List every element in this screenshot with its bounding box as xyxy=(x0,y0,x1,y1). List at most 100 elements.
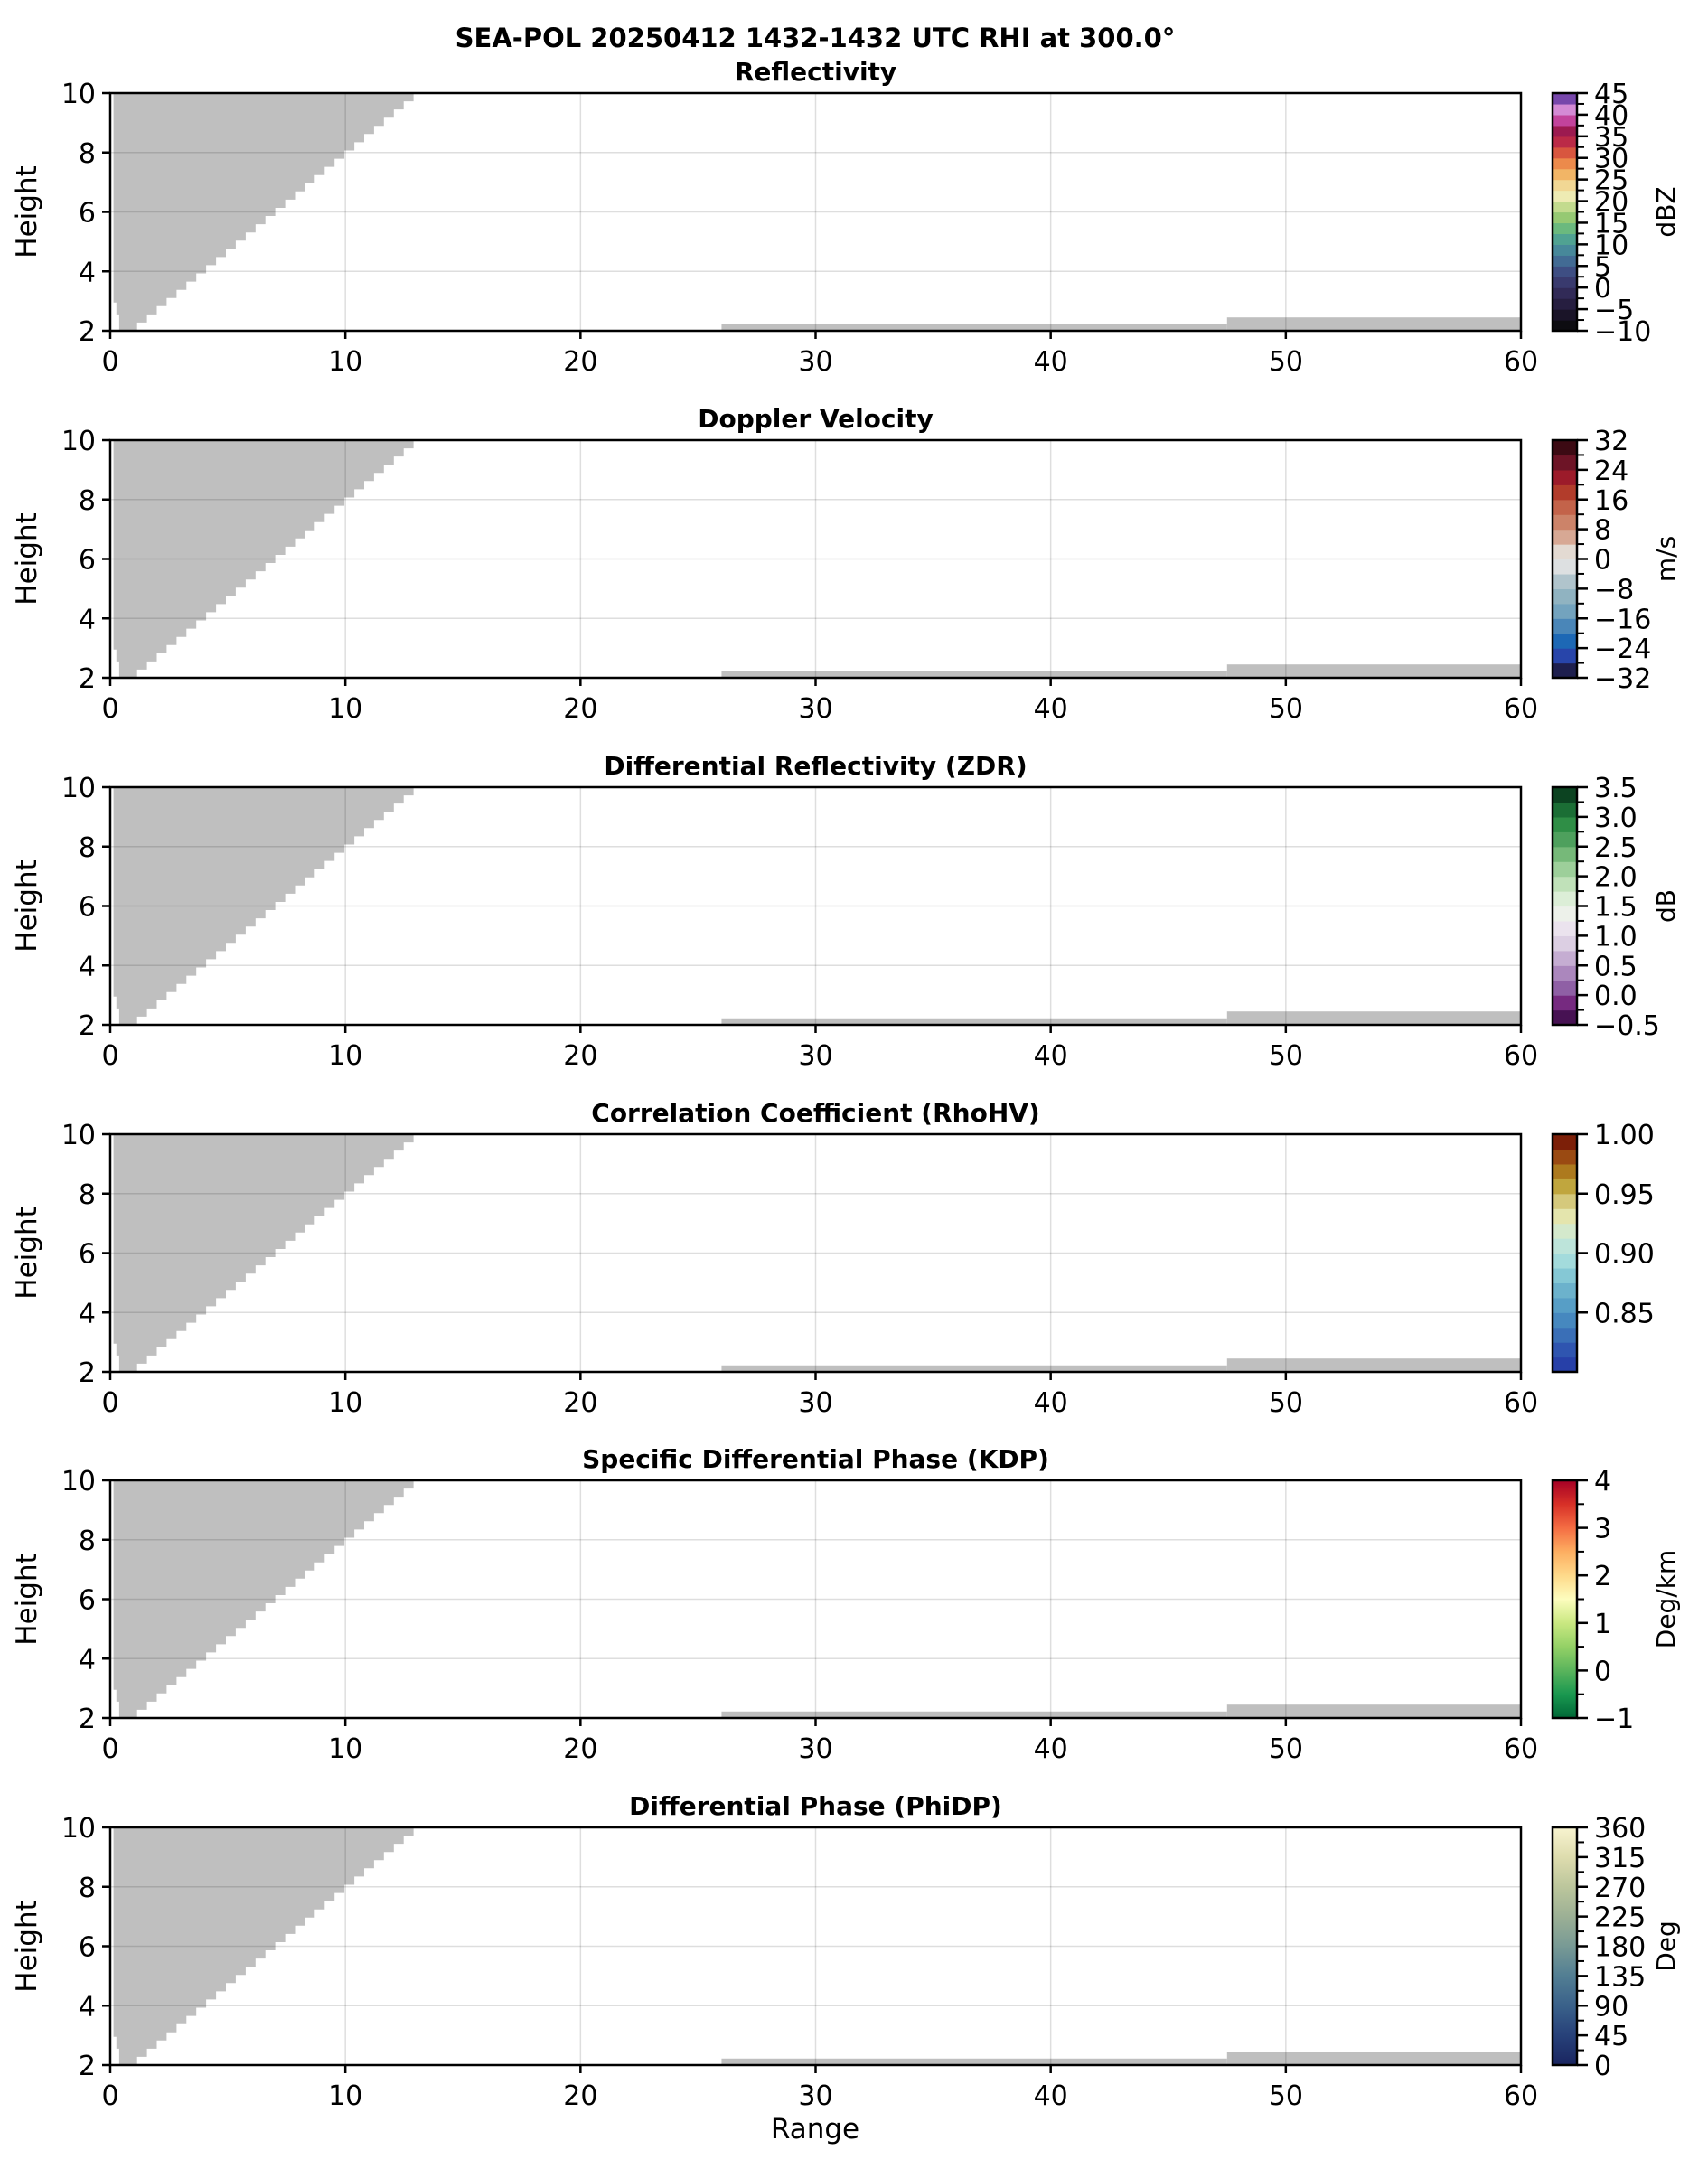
x-tick-label: 20 xyxy=(563,1387,597,1419)
colorbar-block xyxy=(1553,603,1577,619)
colorbar-tick-label: 1 xyxy=(1594,1609,1611,1640)
x-tick-label: 10 xyxy=(328,1040,362,1072)
y-tick-label: 2 xyxy=(79,1357,96,1389)
colorbar-tick-label: 32 xyxy=(1594,426,1628,457)
x-tick-label: 60 xyxy=(1504,1733,1538,1765)
y-tick-label: 4 xyxy=(79,1644,96,1676)
y-tick-label: 8 xyxy=(79,832,96,864)
colorbar-gradient-rect xyxy=(1553,1480,1577,1718)
panel-1: 0 10 20 30 40 50 60246810HeightReflectivity454… xyxy=(11,57,1681,378)
colorbar-tick-label: 15 xyxy=(1594,208,1628,239)
colorbar-block xyxy=(1553,298,1577,310)
x-tick-label: 60 xyxy=(1504,693,1538,725)
x-tick-label: 30 xyxy=(798,2080,832,2112)
colorbar-block xyxy=(1553,499,1577,515)
colorbar-tick-label: 0.90 xyxy=(1594,1239,1655,1271)
colorbar-block xyxy=(1553,222,1577,235)
colorbar-block xyxy=(1553,455,1577,471)
colorbar-tick-label: 0 xyxy=(1594,1656,1611,1687)
colorbar-block xyxy=(1553,1253,1577,1269)
colorbar-block xyxy=(1553,876,1577,892)
colorbar-block xyxy=(1553,802,1577,818)
colorbar-tick-label: 0.85 xyxy=(1594,1298,1655,1329)
y-axis-label: Height xyxy=(11,1900,43,1992)
colorbar-tick-label: 2.5 xyxy=(1594,832,1638,864)
y-tick-label: 2 xyxy=(79,1704,96,1735)
colorbar-tick-label: 5 xyxy=(1594,251,1611,283)
y-tick-label: 8 xyxy=(79,1873,96,1904)
colorbar-unit-label: m/s xyxy=(1651,536,1681,582)
colorbar: 1.00 0.95 0.90 0.85 xyxy=(1551,1120,1655,1374)
colorbar-tick-label: 0 xyxy=(1594,545,1611,577)
colorbar-block xyxy=(1553,662,1577,679)
panel-6: 0 10 20 30 40 50 60 2 4 6 8 10 Height Differential Ph… xyxy=(11,1791,1681,2112)
colorbar-tick-label: 225 xyxy=(1594,1902,1646,1934)
y-tick-label: 2 xyxy=(79,316,96,348)
colorbar-block xyxy=(1553,544,1577,560)
colorbar-tick-label: 315 xyxy=(1594,1843,1646,1874)
colorbar-tick-label: 40 xyxy=(1594,100,1628,132)
colorbar-tick-label: 3 xyxy=(1594,1514,1611,1545)
colorbar-block xyxy=(1553,320,1577,332)
colorbar-tick-label: 2 xyxy=(1594,1561,1611,1592)
panel-4: 0 10 20 30 40 50 60 2 4 6 8 10 Height Correlation Coe… xyxy=(11,1098,1655,1419)
y-tick-label: 8 xyxy=(79,485,96,517)
y-tick-label: 6 xyxy=(79,1932,96,1964)
x-tick-label: 50 xyxy=(1269,1387,1303,1419)
x-tick-label: 10 xyxy=(328,1387,362,1419)
x-tick-label: 30 xyxy=(798,1733,832,1765)
panel-title: Specific Differential Phase (KDP) xyxy=(582,1444,1049,1474)
colorbar-block xyxy=(1553,618,1577,634)
colorbar-block xyxy=(1553,469,1577,485)
panel-title: Differential Phase (PhiDP) xyxy=(629,1791,1002,1821)
colorbar-tick-label: −8 xyxy=(1594,574,1634,606)
figure-suptitle: SEA-POL 20250412 1432-1432 UTC RHI at 30… xyxy=(455,23,1176,53)
colorbar-block xyxy=(1553,266,1577,277)
y-tick-label: 4 xyxy=(79,257,96,288)
colorbar-block xyxy=(1553,1134,1577,1150)
x-tick-label: 10 xyxy=(328,693,362,725)
colorbar-tick-label: 0.5 xyxy=(1594,951,1638,982)
masked-region-strip xyxy=(1226,1704,1521,1718)
colorbar-tick-label: −32 xyxy=(1594,663,1651,695)
colorbar-block xyxy=(1553,1163,1577,1179)
colorbar-block xyxy=(1553,93,1577,105)
colorbar: 3.53.02.52.01.51.00.50.0−0.5 dB xyxy=(1551,773,1681,1042)
colorbar-tick-label: 0.95 xyxy=(1594,1179,1655,1211)
x-tick-label: 0 xyxy=(101,1733,118,1765)
panel-title: Differential Reflectivity (ZDR) xyxy=(604,751,1027,781)
y-axis-label: Height xyxy=(11,1207,43,1299)
y-tick-label: 8 xyxy=(79,138,96,170)
colorbar-block xyxy=(1553,816,1577,832)
colorbar-block xyxy=(1553,1193,1577,1209)
masked-region-strip xyxy=(721,2058,1227,2065)
y-tick-label: 8 xyxy=(79,1526,96,1557)
colorbar-block xyxy=(1553,157,1577,170)
colorbar-tick-label: −10 xyxy=(1594,316,1651,348)
colorbar-block xyxy=(1553,244,1577,256)
colorbar-block xyxy=(1553,787,1577,803)
x-tick-label: 10 xyxy=(328,1733,362,1765)
x-tick-label: 0 xyxy=(101,693,118,725)
colorbar-tick-label: −16 xyxy=(1594,604,1651,635)
colorbar-block xyxy=(1553,484,1577,501)
masked-region-strip xyxy=(1226,2052,1521,2065)
y-tick-label: 10 xyxy=(61,1120,96,1151)
colorbar-tick-label: 180 xyxy=(1594,1932,1646,1964)
colorbar-block xyxy=(1553,1282,1577,1299)
colorbar-block xyxy=(1553,1357,1577,1373)
x-tick-label: 60 xyxy=(1504,1040,1538,1072)
x-tick-label: 30 xyxy=(798,346,832,378)
y-tick-label: 2 xyxy=(79,663,96,695)
x-tick-label: 50 xyxy=(1269,346,1303,378)
colorbar-block xyxy=(1553,861,1577,878)
y-tick-label: 4 xyxy=(79,1991,96,2023)
y-tick-label: 6 xyxy=(79,892,96,924)
colorbar-block xyxy=(1553,1267,1577,1283)
colorbar-tick-label: 8 xyxy=(1594,515,1611,547)
colorbar-tick-label: 1.00 xyxy=(1594,1120,1655,1151)
